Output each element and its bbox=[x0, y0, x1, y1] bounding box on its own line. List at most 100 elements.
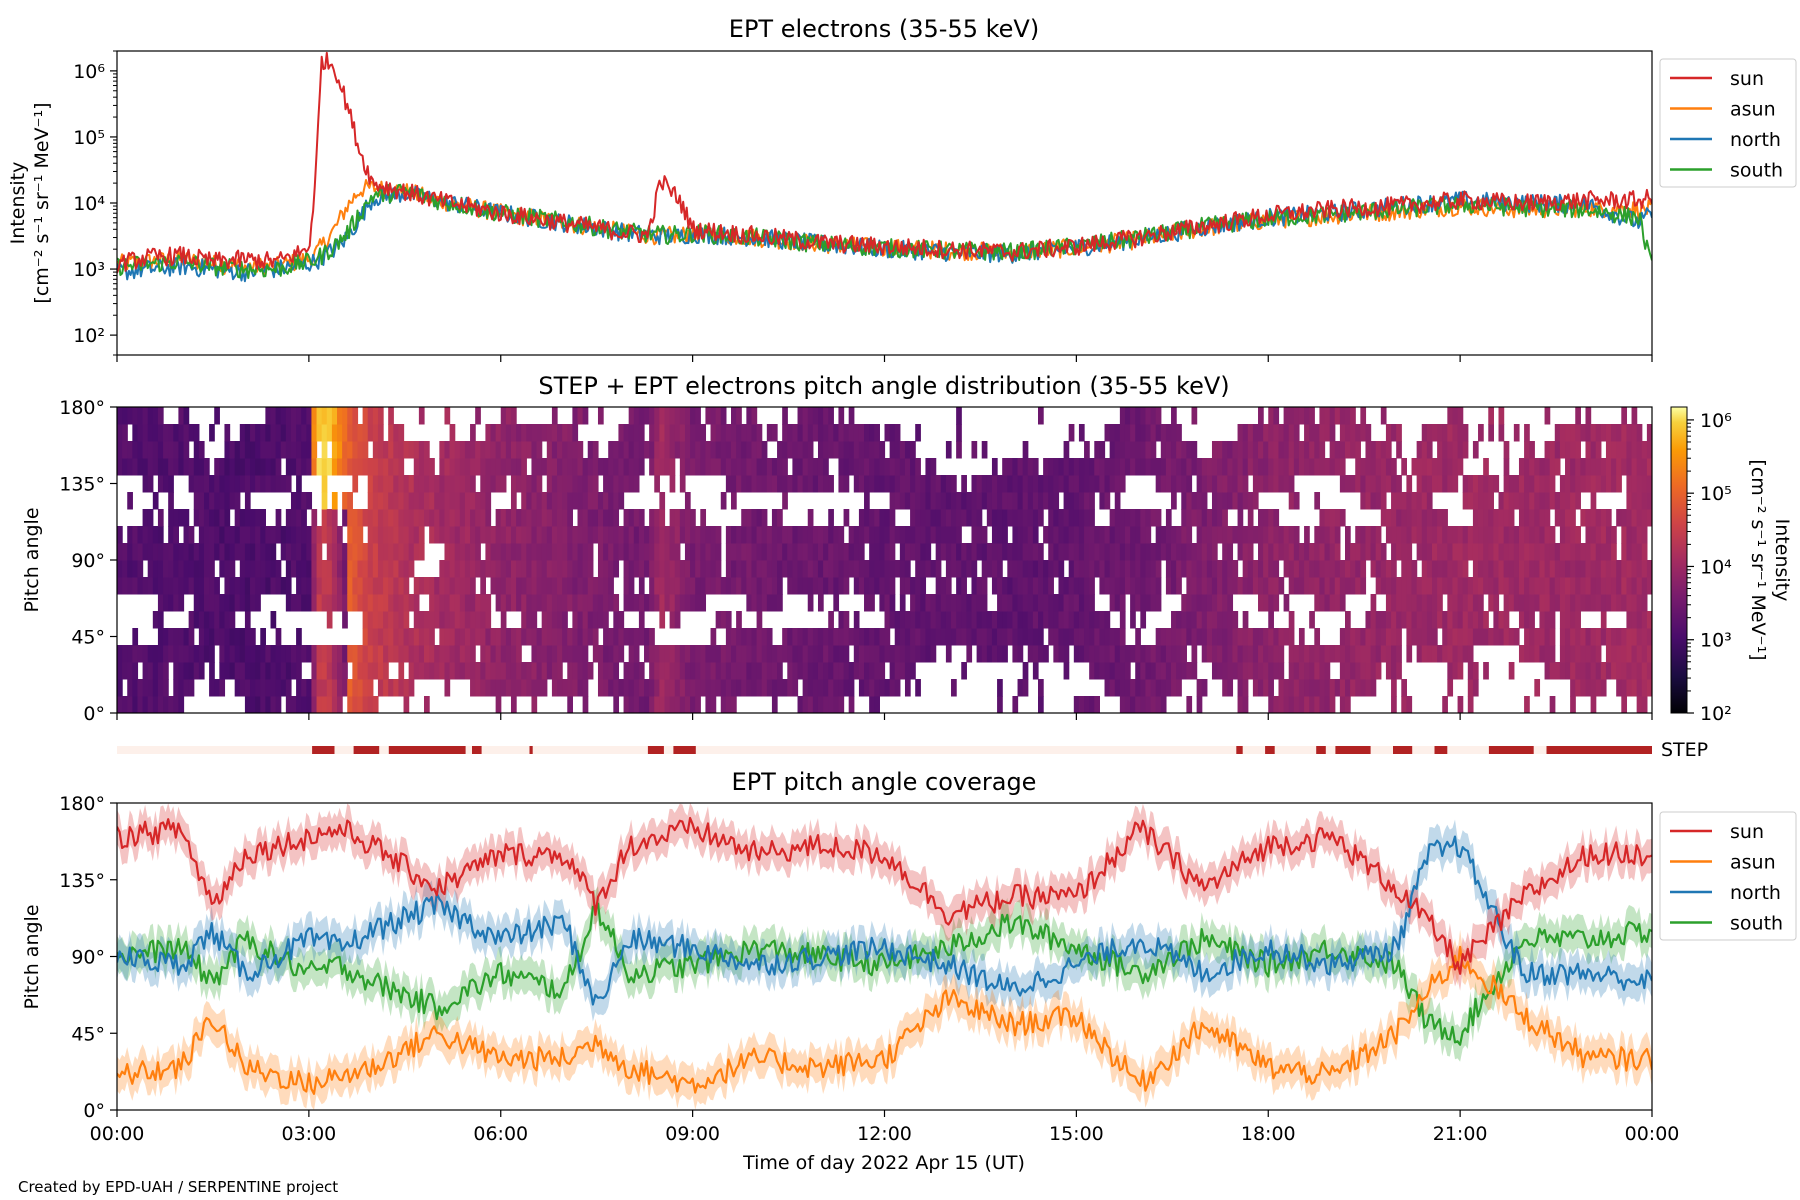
pad-cell bbox=[557, 577, 563, 595]
pad-cell bbox=[285, 509, 292, 527]
pad-cell bbox=[782, 560, 788, 578]
pad-cell bbox=[572, 543, 579, 561]
pad-cell bbox=[1595, 441, 1602, 459]
pad-cell bbox=[771, 475, 778, 493]
pad-cell bbox=[1457, 407, 1464, 425]
pad-cell bbox=[603, 543, 609, 561]
pad-cell bbox=[306, 424, 313, 442]
pad-cell bbox=[1032, 475, 1039, 493]
pad-cell bbox=[1176, 560, 1182, 578]
pad-cell bbox=[1222, 628, 1228, 646]
pad-cell bbox=[219, 611, 226, 629]
pad-cell bbox=[1385, 475, 1392, 493]
pad-cell bbox=[864, 577, 870, 595]
pad-cell bbox=[807, 441, 814, 459]
pad-cell bbox=[1447, 628, 1454, 646]
pad-cell bbox=[562, 577, 568, 595]
pad-cell bbox=[1038, 611, 1044, 629]
pad-cell bbox=[925, 543, 932, 561]
pad-cell bbox=[362, 424, 369, 442]
pad-cell bbox=[567, 441, 573, 459]
pad-cell bbox=[812, 475, 819, 493]
pad-cell bbox=[761, 628, 768, 646]
pad-cell bbox=[1171, 577, 1177, 595]
pad-cell bbox=[935, 577, 942, 595]
pad-cell bbox=[1089, 645, 1095, 663]
pad-cell bbox=[577, 560, 584, 578]
pad-cell bbox=[434, 509, 440, 527]
pad-cell bbox=[1370, 441, 1377, 459]
pad-cell bbox=[1524, 475, 1530, 493]
intensity-y-tick-label: 10⁴ bbox=[73, 193, 105, 215]
pad-cell bbox=[188, 560, 195, 578]
pad-cell bbox=[193, 509, 200, 527]
pad-cell bbox=[695, 696, 701, 713]
pad-cell bbox=[1268, 662, 1274, 680]
pad-cell bbox=[209, 594, 215, 612]
pad-cell bbox=[889, 475, 896, 493]
pad-cell bbox=[173, 628, 179, 646]
pad-cell bbox=[894, 628, 901, 646]
pad-cell bbox=[1457, 424, 1464, 442]
pad-cell bbox=[1380, 645, 1387, 663]
pad-cell bbox=[986, 560, 993, 578]
pad-cell bbox=[1488, 424, 1494, 442]
pad-cell bbox=[638, 543, 645, 561]
pad-cell bbox=[746, 509, 753, 527]
pad-cell bbox=[838, 424, 845, 442]
pad-cell bbox=[1345, 679, 1351, 697]
pad-cell bbox=[731, 475, 737, 493]
pad-cell bbox=[347, 492, 353, 510]
pad-cell bbox=[1391, 509, 1397, 527]
pad-cell bbox=[516, 475, 522, 493]
pad-cell bbox=[285, 424, 292, 442]
pad-cell bbox=[147, 645, 154, 663]
pad-cell bbox=[1646, 458, 1652, 476]
pad-cell bbox=[1544, 458, 1551, 476]
pad-cell bbox=[562, 543, 568, 561]
pad-cell bbox=[1503, 594, 1510, 612]
pad-cell bbox=[546, 492, 553, 510]
pad-cell bbox=[777, 594, 783, 612]
pad-cell bbox=[843, 458, 850, 476]
pad-cell bbox=[828, 628, 834, 646]
pad-cell bbox=[1038, 509, 1044, 527]
pad-cell bbox=[1114, 509, 1121, 527]
pad-cell bbox=[117, 526, 123, 544]
pad-cell bbox=[1150, 458, 1157, 476]
pad-cell bbox=[1298, 662, 1305, 680]
pad-cell bbox=[1063, 662, 1070, 680]
pad-cell bbox=[219, 560, 226, 578]
pad-cell bbox=[551, 594, 558, 612]
intensity-legend-label-sun: sun bbox=[1730, 68, 1764, 90]
pad-cell bbox=[1263, 662, 1269, 680]
pad-cell bbox=[321, 696, 328, 713]
pad-cell bbox=[1544, 526, 1551, 544]
pad-cell bbox=[1467, 577, 1474, 595]
pad-cell bbox=[168, 594, 174, 612]
pad-cell bbox=[157, 611, 164, 629]
pad-cell bbox=[638, 594, 645, 612]
pad-cell bbox=[1068, 458, 1075, 476]
pad-cell bbox=[1247, 458, 1254, 476]
pad-cell bbox=[1304, 407, 1310, 425]
pad-cell bbox=[874, 560, 880, 578]
pad-cell bbox=[388, 441, 394, 459]
pad-cell bbox=[536, 645, 543, 663]
pad-cell bbox=[1365, 424, 1372, 442]
pad-cell bbox=[1304, 696, 1310, 713]
pad-cell bbox=[1365, 645, 1372, 663]
pad-cell bbox=[1165, 645, 1172, 663]
pad-cell bbox=[480, 594, 486, 612]
pad-cell bbox=[1130, 645, 1136, 663]
pad-cell bbox=[910, 492, 916, 510]
pad-cell bbox=[505, 679, 512, 697]
pad-cell bbox=[669, 662, 676, 680]
pad-cell bbox=[705, 441, 712, 459]
pad-cell bbox=[889, 509, 896, 527]
pad-cell bbox=[1232, 475, 1239, 493]
pad-cell bbox=[562, 509, 568, 527]
pad-cell bbox=[1442, 543, 1448, 561]
pad-cell bbox=[838, 645, 845, 663]
pad-cell bbox=[587, 526, 594, 544]
